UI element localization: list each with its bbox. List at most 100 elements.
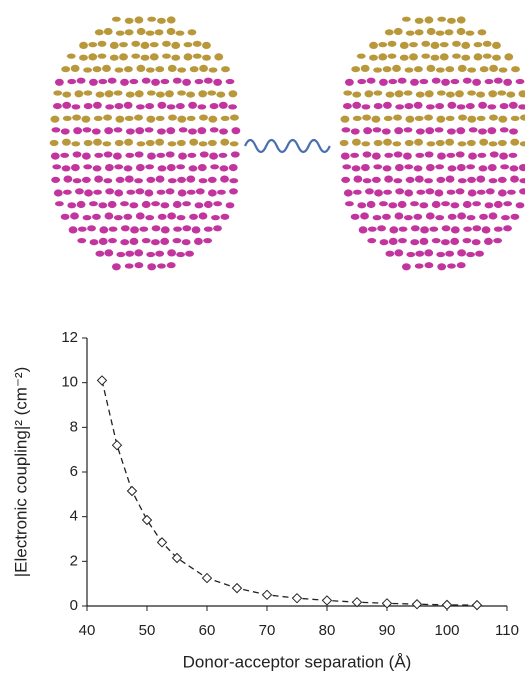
atom-density <box>94 152 104 158</box>
atom-density <box>419 78 429 85</box>
atom-density <box>468 127 478 133</box>
atom-density <box>229 178 239 184</box>
atom-density <box>188 165 198 172</box>
atom-density <box>135 104 145 110</box>
atom-density <box>176 251 185 258</box>
atom-density <box>131 40 141 47</box>
atom-density <box>77 226 87 232</box>
atom-density <box>395 104 405 110</box>
atom-density <box>103 27 113 36</box>
atom-density <box>447 17 456 24</box>
atom-density <box>372 215 382 221</box>
atom-density <box>446 152 456 158</box>
atom-density <box>79 41 88 50</box>
atom-density <box>88 53 98 61</box>
atom-density <box>507 189 516 195</box>
atom-density <box>405 30 415 36</box>
atom-density <box>229 141 239 147</box>
atom-density <box>155 138 165 146</box>
atom-density <box>499 152 508 160</box>
atom-density <box>404 189 414 197</box>
atom-density <box>378 42 388 48</box>
atom-density <box>136 141 146 147</box>
atom-density <box>228 90 238 98</box>
atom-density <box>186 189 196 195</box>
atom-density <box>437 263 447 271</box>
atom-density <box>383 189 392 195</box>
atom-density <box>172 77 182 84</box>
atom-density <box>124 29 134 36</box>
atom-density <box>134 114 143 121</box>
atom-density <box>424 249 434 257</box>
atom-density <box>83 67 93 73</box>
data-point <box>291 592 303 604</box>
atom-density <box>162 40 171 47</box>
atom-density <box>61 66 71 73</box>
atom-density <box>62 115 72 121</box>
atom-density <box>510 138 520 146</box>
atom-density <box>475 250 484 257</box>
atom-density <box>489 64 498 72</box>
atom-density <box>365 188 374 195</box>
atom-density <box>379 239 389 246</box>
atom-density <box>445 175 455 183</box>
atom-density <box>151 239 160 246</box>
atom-density <box>119 42 128 48</box>
atom-density <box>389 226 399 234</box>
atom-density <box>165 151 175 158</box>
atom-density <box>501 215 510 221</box>
atom-density <box>426 64 436 72</box>
atom-density <box>183 53 193 61</box>
atom-density <box>198 141 208 147</box>
atom-density <box>350 213 360 220</box>
atom-density <box>114 139 124 147</box>
atom-density <box>399 54 409 61</box>
y-tick-label: 4 <box>70 508 78 525</box>
atom-density <box>160 78 170 85</box>
atom-density <box>83 90 93 96</box>
atom-density <box>360 64 370 72</box>
atom-density <box>341 127 351 133</box>
atom-density <box>431 200 441 209</box>
atom-density <box>499 103 509 110</box>
atom-density <box>497 176 507 183</box>
atom-density <box>125 250 135 257</box>
atom-density <box>61 165 71 172</box>
atom-density <box>203 77 213 84</box>
atom-density <box>99 226 109 234</box>
atom-density <box>124 138 133 146</box>
atom-density <box>450 78 460 85</box>
atom-density <box>478 128 487 135</box>
atom-density <box>362 151 372 158</box>
atom-density <box>146 90 156 96</box>
atom-density <box>79 54 88 61</box>
atom-density <box>357 78 367 85</box>
atom-density <box>387 40 397 47</box>
atom-density <box>192 40 202 47</box>
atom-density <box>401 16 411 22</box>
atom-density <box>157 128 166 135</box>
atom-density <box>92 66 102 73</box>
atom-density <box>466 139 476 147</box>
atom-density <box>172 238 182 244</box>
atom-density <box>220 138 230 146</box>
atom-density <box>457 249 467 257</box>
atom-density <box>67 78 77 85</box>
atom-density <box>113 127 123 133</box>
atom-density <box>435 103 445 110</box>
atom-density <box>388 78 398 85</box>
atom-density <box>498 67 508 73</box>
atom-density <box>156 189 166 195</box>
atom-density <box>472 78 482 86</box>
atom-density <box>116 251 126 258</box>
atom-density <box>209 127 219 133</box>
atom-density <box>378 53 388 61</box>
atom-density <box>115 30 125 36</box>
atom-density <box>140 41 150 50</box>
atom-density <box>103 178 113 184</box>
atom-density <box>52 164 62 170</box>
data-point <box>411 599 423 610</box>
atom-density <box>123 165 133 172</box>
atom-density <box>104 90 114 98</box>
atom-density <box>436 251 446 258</box>
